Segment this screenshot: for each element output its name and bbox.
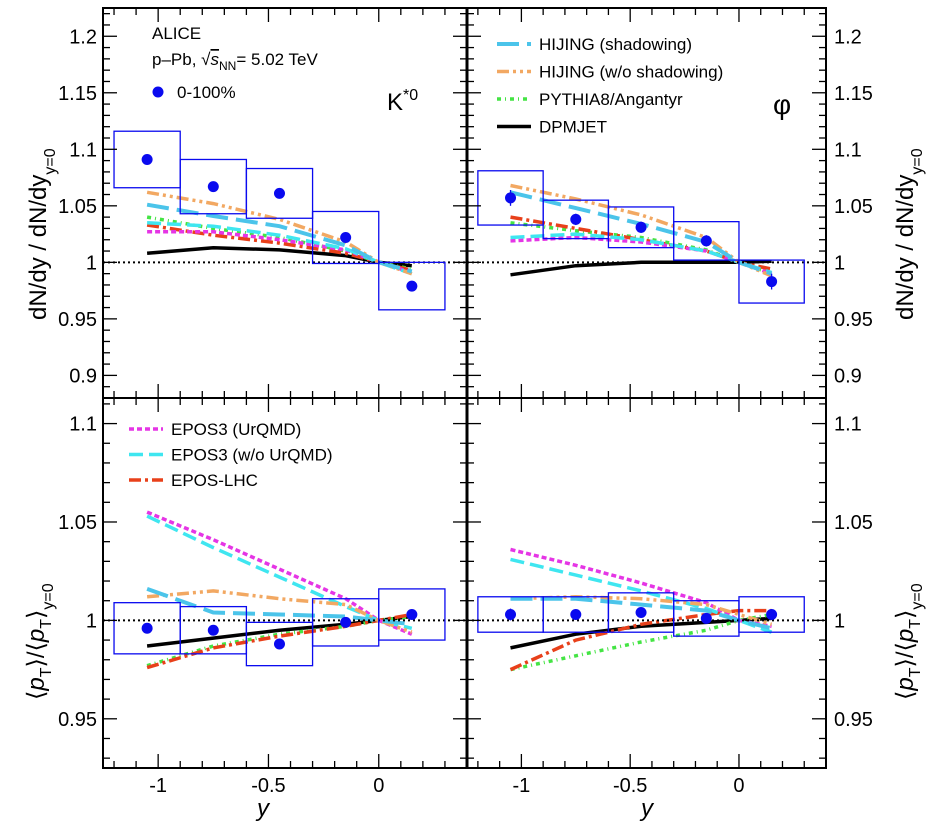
x-tick-label: -1 [149, 775, 167, 797]
y-tick-label: 1.1 [834, 139, 862, 161]
legend-label-hij_s: HIJING (shadowing) [539, 35, 692, 54]
data-point [141, 153, 153, 165]
data-point [207, 624, 219, 636]
data-point [505, 192, 517, 204]
y-tick-label: 1 [834, 610, 845, 632]
panel-3 [103, 510, 467, 670]
y-tick-label: 0.9 [69, 365, 97, 387]
syst-box [311, 210, 380, 265]
system-label: p–Pb, √sNN= 5.02 TeV [152, 50, 318, 73]
x-axis-title-right: y [639, 795, 655, 822]
x-tick-label: 0 [733, 775, 744, 797]
y-tick-label: 0.95 [834, 309, 873, 331]
syst-box [378, 261, 446, 311]
syst-box [738, 259, 805, 304]
y-tick-label: 0.95 [58, 309, 97, 331]
data-point [570, 608, 582, 620]
model-curve-epos_u [147, 230, 413, 275]
data-point [700, 235, 712, 247]
experiment-label: ALICE [152, 24, 201, 43]
model-curve-epos_nu [510, 232, 773, 275]
y-axis-title-right-top: dN/dy / dN/dyy=0 [892, 148, 926, 320]
data-point [273, 638, 285, 650]
data-point [340, 231, 352, 243]
model-curve-epos_u [146, 510, 413, 636]
y-tick-label: 1.1 [69, 139, 97, 161]
y-tick-label: 0.95 [58, 709, 97, 731]
particle-label-kstar: K*0 [387, 87, 418, 116]
syst-box [245, 167, 314, 219]
y-tick-label: 1.05 [58, 196, 97, 218]
y-tick-label: 0.9 [834, 365, 862, 387]
y-tick-label: 1 [86, 610, 97, 632]
y-tick-label: 0.95 [834, 709, 873, 731]
y-tick-label: 1.15 [834, 83, 873, 105]
syst-box [673, 221, 740, 261]
y-axis-title-left-top: dN/dy / dN/dyy=0 [25, 148, 59, 320]
panel-2 [467, 170, 826, 304]
x-tick-label: -1 [512, 775, 530, 797]
legend-label-pyth: PYTHIA8/Angantyr [539, 90, 683, 109]
data-point [766, 608, 778, 620]
legend-label-dpm: DPMJET [539, 118, 607, 137]
data-point [340, 616, 352, 628]
syst-box [477, 170, 544, 226]
outer-frame [102, 7, 827, 769]
centrality-label: 0-100% [177, 83, 236, 102]
legend-generators: HIJING (shadowing) HIJING (w/o shadowing)… [497, 35, 723, 137]
data-point [141, 622, 153, 634]
y-tick-label: 1.05 [58, 512, 97, 534]
y-tick-label: 1.2 [69, 26, 97, 48]
data-point [635, 607, 647, 619]
model-curve-hij_ns [146, 589, 413, 634]
panel-1 [103, 130, 467, 311]
y-tick-label: 1 [834, 252, 845, 274]
y-tick-label: 1.05 [834, 512, 873, 534]
data-point [700, 612, 712, 624]
data-point [406, 280, 418, 292]
syst-box [378, 588, 446, 641]
y-tick-label: 1.15 [58, 83, 97, 105]
data-point [505, 608, 517, 620]
data-point [570, 213, 582, 225]
model-curve-epos_nu [146, 514, 413, 631]
legend-label-eposlhc: EPOS-LHC [171, 471, 258, 490]
particle-label-phi: φ [773, 89, 791, 120]
plot-panels [103, 130, 826, 672]
data-point [766, 276, 778, 288]
legend-label-epos_u: EPOS3 (UrQMD) [171, 420, 301, 439]
y-tick-label: 1.1 [834, 414, 862, 436]
y-tick-label: 1.2 [834, 26, 862, 48]
data-point [406, 608, 418, 620]
legend-epos: EPOS3 (UrQMD) EPOS3 (w/o UrQMD) EPOS-LHC [129, 420, 333, 490]
x-axis-title-left: y [255, 795, 271, 822]
data-marker-legend [152, 86, 164, 98]
y-tick-label: 1.1 [69, 414, 97, 436]
y-axis-title-left-bottom: ⟨pT⟩/⟨pT⟩y=0 [23, 583, 57, 700]
syst-box [738, 596, 805, 633]
y-tick-label: 1.05 [834, 196, 873, 218]
legend-label-hij_ns: HIJING (w/o shadowing) [539, 63, 723, 82]
x-tick-label: -0.5 [613, 775, 647, 797]
legend-label-epos_nu: EPOS3 (w/o UrQMD) [171, 446, 333, 465]
data-point [273, 187, 285, 199]
x-tick-label: 0 [373, 775, 384, 797]
data-point [635, 221, 647, 233]
y-tick-label: 1 [86, 252, 97, 274]
x-tick-label: -0.5 [251, 775, 285, 797]
axis-ticks: 0.9 0.95 1 1.05 1.1 1.15 1.2 0.9 0.95 1 1.05 1.1 1.1… [58, 8, 873, 797]
y-axis-title-right-bottom: ⟨pT⟩/⟨pT⟩y=0 [892, 583, 926, 700]
panel-4 [467, 547, 826, 672]
model-curve-pyth [510, 612, 772, 672]
data-point [207, 181, 219, 193]
